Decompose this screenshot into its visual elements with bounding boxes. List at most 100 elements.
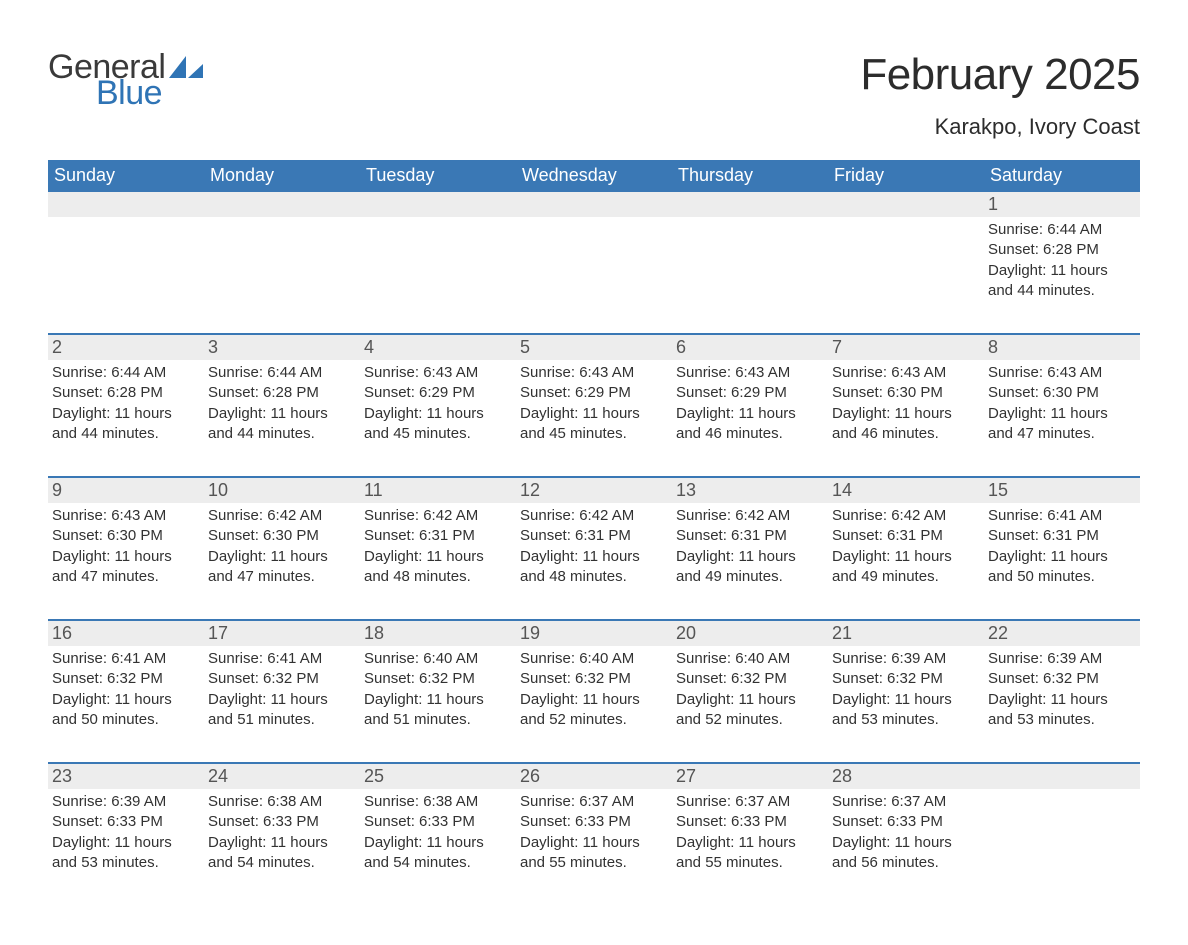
weeks-container: 1Sunrise: 6:44 AMSunset: 6:28 PMDaylight… — [48, 192, 1140, 905]
sunset-line: Sunset: 6:29 PM — [364, 383, 512, 403]
day-number: 8 — [984, 335, 1140, 360]
day-number: 28 — [828, 764, 984, 789]
day-number: 12 — [516, 478, 672, 503]
sunset-line: Sunset: 6:30 PM — [988, 383, 1136, 403]
day-cell: Sunrise: 6:42 AMSunset: 6:31 PMDaylight:… — [672, 503, 828, 619]
sunset-line: Sunset: 6:33 PM — [52, 812, 200, 832]
daylight-line: Daylight: 11 hours and 51 minutes. — [208, 690, 356, 731]
daylight-line: Daylight: 11 hours and 51 minutes. — [364, 690, 512, 731]
sunset-line: Sunset: 6:31 PM — [676, 526, 824, 546]
sunset-line: Sunset: 6:32 PM — [52, 669, 200, 689]
day-number: 15 — [984, 478, 1140, 503]
sunrise-line: Sunrise: 6:43 AM — [520, 363, 668, 383]
daylight-line: Daylight: 11 hours and 50 minutes. — [988, 547, 1136, 588]
logo-sail-icon — [169, 56, 203, 78]
daylight-line: Daylight: 11 hours and 47 minutes. — [208, 547, 356, 588]
day-number: 4 — [360, 335, 516, 360]
daylight-line: Daylight: 11 hours and 45 minutes. — [520, 404, 668, 445]
daylight-line: Daylight: 11 hours and 53 minutes. — [832, 690, 980, 731]
day-cell: Sunrise: 6:42 AMSunset: 6:31 PMDaylight:… — [516, 503, 672, 619]
day-cell — [48, 217, 204, 333]
day-cell: Sunrise: 6:44 AMSunset: 6:28 PMDaylight:… — [48, 360, 204, 476]
week-body: Sunrise: 6:44 AMSunset: 6:28 PMDaylight:… — [48, 360, 1140, 476]
day-number: 16 — [48, 621, 204, 646]
day-number: 1 — [984, 192, 1140, 217]
daylight-line: Daylight: 11 hours and 55 minutes. — [520, 833, 668, 874]
daylight-line: Daylight: 11 hours and 56 minutes. — [832, 833, 980, 874]
sunrise-line: Sunrise: 6:40 AM — [676, 649, 824, 669]
sunrise-line: Sunrise: 6:44 AM — [208, 363, 356, 383]
day-number — [48, 192, 204, 217]
header: General Blue February 2025 Karakpo, Ivor… — [48, 50, 1140, 154]
daylight-line: Daylight: 11 hours and 47 minutes. — [52, 547, 200, 588]
day-cell: Sunrise: 6:42 AMSunset: 6:31 PMDaylight:… — [828, 503, 984, 619]
day-number: 18 — [360, 621, 516, 646]
sunset-line: Sunset: 6:31 PM — [520, 526, 668, 546]
day-cell: Sunrise: 6:37 AMSunset: 6:33 PMDaylight:… — [516, 789, 672, 905]
sunrise-line: Sunrise: 6:40 AM — [520, 649, 668, 669]
sunset-line: Sunset: 6:30 PM — [52, 526, 200, 546]
day-number: 7 — [828, 335, 984, 360]
logo-text-blue: Blue — [96, 76, 203, 110]
day-number: 11 — [360, 478, 516, 503]
sunrise-line: Sunrise: 6:42 AM — [832, 506, 980, 526]
sunrise-line: Sunrise: 6:43 AM — [52, 506, 200, 526]
sunrise-line: Sunrise: 6:43 AM — [832, 363, 980, 383]
day-number: 21 — [828, 621, 984, 646]
weekday-header: SundayMondayTuesdayWednesdayThursdayFrid… — [48, 160, 1140, 192]
sunrise-line: Sunrise: 6:38 AM — [208, 792, 356, 812]
day-number: 2 — [48, 335, 204, 360]
sunset-line: Sunset: 6:33 PM — [364, 812, 512, 832]
sunrise-line: Sunrise: 6:43 AM — [988, 363, 1136, 383]
day-number: 14 — [828, 478, 984, 503]
day-number: 3 — [204, 335, 360, 360]
daylight-line: Daylight: 11 hours and 54 minutes. — [364, 833, 512, 874]
day-cell — [204, 217, 360, 333]
sunset-line: Sunset: 6:32 PM — [364, 669, 512, 689]
weekday-label: Thursday — [672, 160, 828, 192]
day-cell: Sunrise: 6:43 AMSunset: 6:30 PMDaylight:… — [828, 360, 984, 476]
daylight-line: Daylight: 11 hours and 48 minutes. — [520, 547, 668, 588]
daylight-line: Daylight: 11 hours and 44 minutes. — [988, 261, 1136, 302]
day-number: 5 — [516, 335, 672, 360]
daynum-strip: 2345678 — [48, 333, 1140, 360]
calendar: SundayMondayTuesdayWednesdayThursdayFrid… — [48, 160, 1140, 905]
daylight-line: Daylight: 11 hours and 44 minutes. — [52, 404, 200, 445]
weekday-label: Monday — [204, 160, 360, 192]
sunset-line: Sunset: 6:32 PM — [832, 669, 980, 689]
sunrise-line: Sunrise: 6:40 AM — [364, 649, 512, 669]
daylight-line: Daylight: 11 hours and 49 minutes. — [676, 547, 824, 588]
logo: General Blue — [48, 50, 203, 110]
day-number: 10 — [204, 478, 360, 503]
day-number — [204, 192, 360, 217]
sunrise-line: Sunrise: 6:42 AM — [676, 506, 824, 526]
week-body: Sunrise: 6:43 AMSunset: 6:30 PMDaylight:… — [48, 503, 1140, 619]
sunset-line: Sunset: 6:29 PM — [676, 383, 824, 403]
day-number: 20 — [672, 621, 828, 646]
sunset-line: Sunset: 6:31 PM — [832, 526, 980, 546]
day-cell: Sunrise: 6:40 AMSunset: 6:32 PMDaylight:… — [516, 646, 672, 762]
daylight-line: Daylight: 11 hours and 53 minutes. — [988, 690, 1136, 731]
day-cell: Sunrise: 6:38 AMSunset: 6:33 PMDaylight:… — [204, 789, 360, 905]
sunrise-line: Sunrise: 6:41 AM — [988, 506, 1136, 526]
day-cell: Sunrise: 6:39 AMSunset: 6:32 PMDaylight:… — [828, 646, 984, 762]
week-body: Sunrise: 6:44 AMSunset: 6:28 PMDaylight:… — [48, 217, 1140, 333]
sunrise-line: Sunrise: 6:37 AM — [832, 792, 980, 812]
sunset-line: Sunset: 6:30 PM — [832, 383, 980, 403]
sunrise-line: Sunrise: 6:41 AM — [52, 649, 200, 669]
day-cell: Sunrise: 6:40 AMSunset: 6:32 PMDaylight:… — [672, 646, 828, 762]
day-number: 23 — [48, 764, 204, 789]
day-number: 25 — [360, 764, 516, 789]
sunset-line: Sunset: 6:28 PM — [52, 383, 200, 403]
weekday-label: Friday — [828, 160, 984, 192]
daynum-strip: 232425262728 — [48, 762, 1140, 789]
sunrise-line: Sunrise: 6:39 AM — [52, 792, 200, 812]
sunset-line: Sunset: 6:33 PM — [832, 812, 980, 832]
daylight-line: Daylight: 11 hours and 46 minutes. — [676, 404, 824, 445]
week-body: Sunrise: 6:39 AMSunset: 6:33 PMDaylight:… — [48, 789, 1140, 905]
sunrise-line: Sunrise: 6:39 AM — [832, 649, 980, 669]
sunset-line: Sunset: 6:29 PM — [520, 383, 668, 403]
day-cell — [984, 789, 1140, 905]
day-cell: Sunrise: 6:41 AMSunset: 6:32 PMDaylight:… — [204, 646, 360, 762]
sunset-line: Sunset: 6:32 PM — [676, 669, 824, 689]
